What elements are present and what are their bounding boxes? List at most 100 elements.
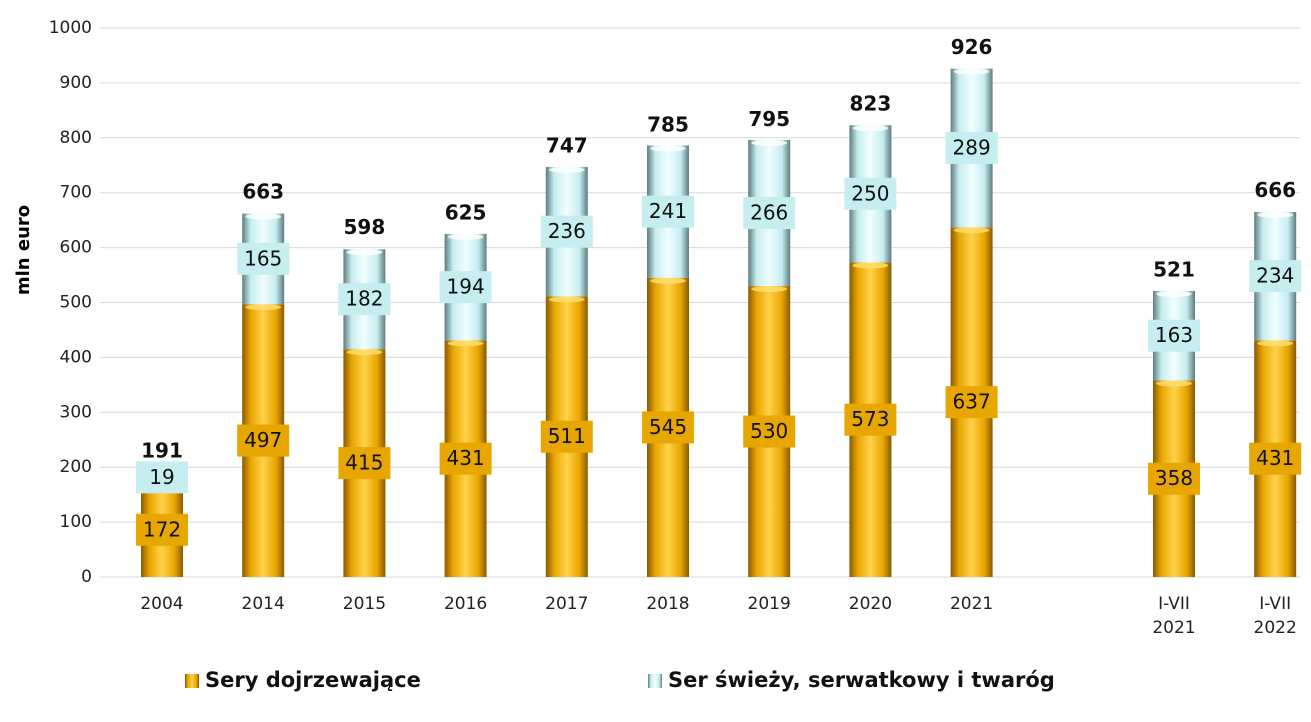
total-label: 795	[748, 107, 790, 131]
y-tick-label: 300	[60, 402, 92, 422]
value-label: 511	[548, 424, 586, 448]
bar-cap	[751, 139, 788, 146]
total-label: 598	[344, 215, 386, 239]
x-tick-label: I-VII 2022	[1253, 594, 1297, 638]
bar-cap	[447, 233, 484, 240]
value-label-box	[237, 424, 290, 457]
bar-cap	[548, 296, 585, 303]
value-label: 415	[345, 451, 383, 475]
bar-cap	[245, 304, 282, 311]
value-label: 234	[1256, 264, 1294, 288]
y-axis-title: mln euro	[13, 205, 34, 295]
x-tick-label: 2019	[747, 594, 791, 614]
bar-cap	[1257, 211, 1294, 218]
bar-cap	[852, 125, 889, 132]
value-label-box	[540, 420, 593, 453]
bar-cap	[346, 349, 383, 356]
value-label: 182	[345, 287, 383, 311]
value-label: 497	[244, 428, 282, 452]
legend-label: Ser świeży, serwatkowy i twaróg	[668, 668, 1055, 692]
total-label: 521	[1153, 257, 1195, 281]
bar-cap	[1156, 380, 1192, 387]
total-label: 785	[647, 113, 689, 137]
bar-cap	[1257, 340, 1294, 347]
value-label-box	[945, 386, 998, 419]
bar-cap	[650, 145, 686, 152]
y-tick-label: 700	[60, 183, 92, 203]
value-label-box	[642, 195, 694, 228]
value-label-box	[743, 415, 796, 448]
value-label: 172	[143, 517, 181, 541]
y-tick-label: 1000	[49, 18, 92, 38]
value-label: 250	[851, 181, 889, 205]
y-tick-label: 600	[60, 238, 92, 258]
value-label-box	[540, 215, 593, 248]
value-label: 236	[548, 219, 586, 243]
value-label: 573	[851, 407, 889, 431]
bar-cap	[447, 340, 484, 347]
bar-cap	[953, 68, 990, 75]
value-label-box	[136, 513, 188, 546]
total-label: 666	[1254, 178, 1296, 202]
value-label: 289	[953, 135, 991, 159]
value-label-box	[743, 197, 796, 230]
total-label: 926	[951, 35, 993, 59]
total-label: 823	[850, 92, 892, 116]
y-tick-label: 100	[60, 512, 92, 532]
x-tick-label: 2018	[646, 594, 690, 614]
value-label: 431	[447, 446, 485, 470]
x-tick-label: 2021	[949, 594, 994, 614]
total-label: 191	[141, 439, 183, 463]
bar-cap	[650, 277, 686, 284]
x-tick-label: 2015	[342, 594, 387, 614]
x-tick-label: 2017	[545, 594, 589, 614]
value-label: 19	[149, 465, 174, 489]
y-tick-label: 400	[60, 347, 92, 367]
total-label: 663	[242, 180, 284, 204]
value-label: 637	[953, 390, 991, 414]
value-label: 163	[1155, 323, 1193, 347]
value-label-box	[439, 271, 492, 304]
x-tick-label: 2014	[241, 594, 285, 614]
value-label-box	[237, 242, 290, 275]
value-label: 194	[447, 275, 485, 299]
value-label-box	[1249, 442, 1302, 475]
y-tick-label: 800	[60, 128, 92, 148]
x-tick-label: I-VII 2021	[1152, 594, 1196, 638]
value-label-box	[136, 461, 188, 494]
x-tick-label: 2020	[848, 594, 893, 614]
value-label-box	[844, 177, 897, 210]
y-tick-label: 200	[60, 457, 92, 477]
value-label-box	[844, 403, 897, 436]
x-tick-label: 2004	[140, 594, 184, 614]
total-label: 747	[546, 133, 588, 157]
y-tick-label: 500	[60, 293, 92, 313]
value-label-box	[338, 283, 391, 316]
bar-cap	[751, 286, 788, 293]
value-label-box	[1148, 462, 1200, 495]
bar-cap	[852, 262, 889, 269]
legend-label: Sery dojrzewające	[205, 668, 421, 692]
value-label: 266	[750, 201, 788, 225]
value-label-box	[338, 447, 391, 480]
value-label: 530	[750, 419, 788, 443]
value-label-box	[642, 411, 694, 444]
value-label-box	[1249, 260, 1302, 293]
value-label: 241	[649, 199, 687, 223]
value-label-box	[945, 131, 998, 164]
value-label-box	[439, 442, 492, 475]
value-label: 431	[1256, 446, 1294, 470]
total-label: 625	[445, 200, 487, 224]
x-tick-label: 2016	[443, 594, 488, 614]
value-label: 165	[244, 246, 282, 270]
y-tick-label: 900	[60, 73, 92, 93]
bar-cap	[1156, 290, 1192, 297]
value-label: 545	[649, 415, 687, 439]
bar-cap	[548, 166, 585, 173]
value-label-box	[1148, 319, 1200, 352]
y-tick-label: 0	[81, 567, 92, 587]
bar-cap	[953, 227, 990, 234]
bar-cap	[245, 213, 282, 220]
